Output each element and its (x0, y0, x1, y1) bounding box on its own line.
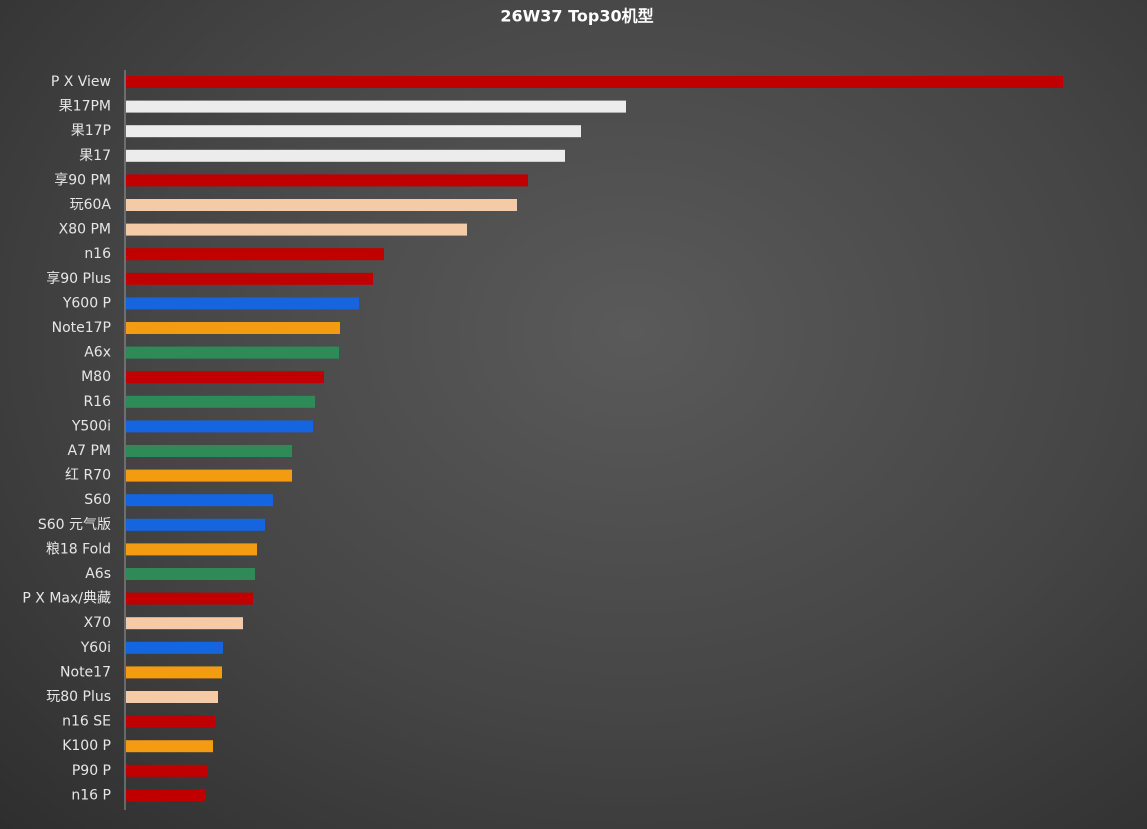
y-tick-label: n16 P (71, 787, 111, 803)
y-tick-label: n16 SE (62, 714, 111, 730)
bar (126, 248, 384, 261)
bar (126, 469, 292, 482)
y-tick-label: P90 P (72, 763, 111, 779)
bar (126, 223, 467, 236)
bar (126, 149, 565, 162)
bar (126, 666, 222, 679)
bar (126, 346, 339, 359)
y-tick-label: R16 (83, 394, 111, 410)
y-tick-label: 享90 Plus (46, 270, 111, 287)
bar (126, 420, 313, 433)
bar (126, 592, 253, 605)
y-tick-label: Note17 (60, 664, 111, 680)
y-tick-label: M80 (81, 369, 111, 385)
y-tick-label: 享90 PM (54, 171, 111, 188)
bar (126, 789, 205, 802)
y-tick-label: n16 (84, 246, 111, 262)
bar (126, 100, 626, 113)
y-tick-label: A6x (84, 345, 111, 361)
y-tick-label: X80 PM (59, 222, 111, 238)
bar (126, 740, 213, 753)
bar (126, 322, 340, 334)
y-tick-label: 果17P (71, 123, 111, 139)
bar (126, 641, 223, 654)
bar (126, 395, 315, 408)
y-tick-label: P X View (51, 74, 111, 90)
bar (126, 76, 1063, 88)
bar (126, 445, 292, 457)
y-tick-label: K100 P (62, 738, 111, 754)
bar (126, 371, 324, 384)
y-tick-label: Y600 P (62, 295, 111, 311)
bar (126, 543, 257, 556)
bar (126, 174, 528, 187)
bar (126, 272, 373, 285)
bar (126, 125, 581, 138)
chart-title: 26W37 Top30机型 (500, 7, 653, 26)
y-tick-label: 粮18 Fold (46, 541, 111, 557)
y-tick-label: 果17 (79, 148, 111, 164)
bar (126, 297, 359, 310)
bar (126, 617, 243, 630)
bar (126, 691, 218, 703)
y-tick-label: A6s (85, 566, 111, 582)
y-tick-label: X70 (84, 615, 111, 631)
bar (126, 568, 255, 580)
y-tick-label: 红 R70 (65, 468, 111, 484)
bar (126, 199, 517, 211)
y-tick-label: S60 元气版 (38, 517, 111, 533)
bar (126, 715, 215, 728)
y-tick-label: S60 (84, 492, 111, 508)
y-tick-label: 玩60A (70, 197, 112, 213)
bar (126, 494, 273, 507)
y-tick-label: A7 PM (68, 443, 111, 459)
y-tick-label: 果17PM (59, 99, 111, 115)
y-tick-label: Y500i (71, 418, 111, 434)
y-tick-label: 玩80 Plus (46, 689, 111, 705)
y-tick-label: P X Max/典藏 (22, 591, 111, 607)
y-tick-label: Y60i (80, 640, 111, 656)
y-tick-label: Note17P (52, 320, 111, 336)
bar (126, 518, 265, 531)
bar (126, 764, 207, 777)
